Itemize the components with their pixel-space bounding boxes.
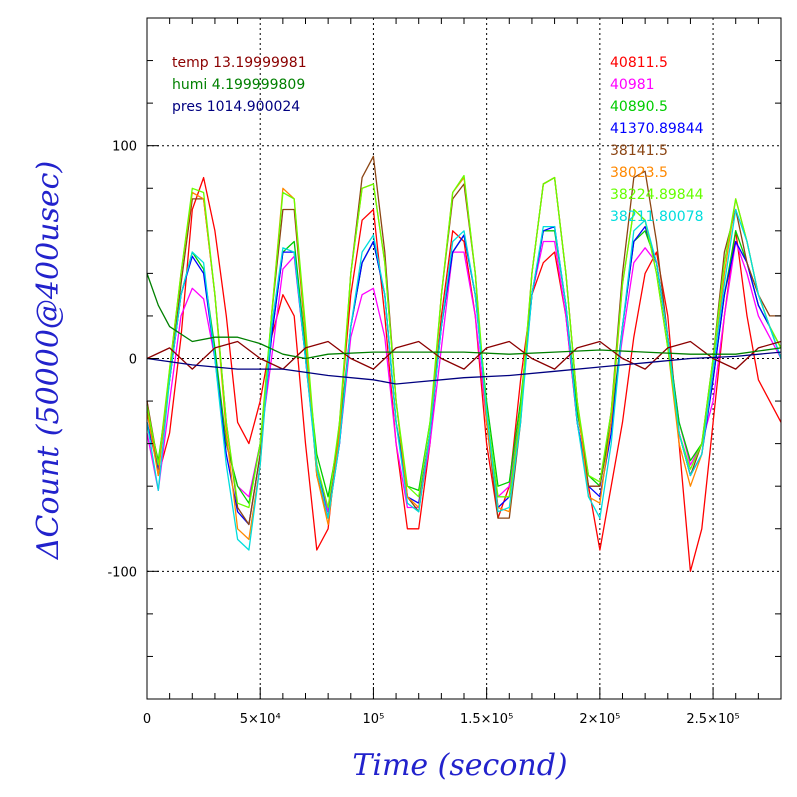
- legend-right-entry: 38023.5: [610, 165, 668, 181]
- x-tick-label: 2.5×10⁵: [686, 712, 739, 727]
- y-tick-label: 0: [129, 353, 137, 368]
- legend-left-entry: pres 1014.900024: [172, 99, 300, 115]
- legend-right-entry: 38211.80078: [610, 209, 704, 225]
- x-axis-title: Time (second): [352, 748, 567, 783]
- legend-right-entry: 38224.89844: [610, 187, 704, 203]
- series-line-humi: [146, 273, 782, 360]
- x-tick-label: 10⁵: [363, 712, 385, 727]
- series-line-pres: [146, 351, 782, 385]
- series-line-41370-89844: [146, 225, 782, 526]
- legend-right-entry: 38141.5: [610, 143, 668, 159]
- series-lines: [146, 155, 782, 572]
- legend: temp 13.19999981 humi 4.199999809 pres 101…: [172, 55, 704, 225]
- axis-ticks: 0 5×10⁴ 10⁵ 1.5×10⁵ 2×10⁵ 2.5×10⁵ 100 0 -100: [107, 17, 781, 727]
- legend-right-entry: 40981: [610, 77, 655, 93]
- legend-left-entry: temp 13.19999981: [172, 55, 307, 71]
- x-tick-label: 1.5×10⁵: [460, 712, 513, 727]
- legend-right-entry: 40890.5: [610, 99, 668, 115]
- x-tick-label: 0: [143, 712, 151, 727]
- x-tick-label: 2×10⁵: [579, 712, 620, 727]
- y-tick-label: -100: [107, 565, 137, 580]
- series-line-40890-5: [146, 230, 782, 504]
- y-axis-title: ΔCount (50000@400usec): [31, 161, 66, 560]
- series-line-38211-80078: [146, 208, 782, 551]
- series-line-temp: [146, 340, 782, 370]
- y-tick-label: 100: [112, 140, 137, 155]
- legend-right-entry: 41370.89844: [610, 121, 704, 137]
- x-tick-label: 5×10⁴: [240, 712, 281, 727]
- legend-left-entry: humi 4.199999809: [172, 77, 305, 93]
- legend-right-entry: 40811.5: [610, 55, 668, 71]
